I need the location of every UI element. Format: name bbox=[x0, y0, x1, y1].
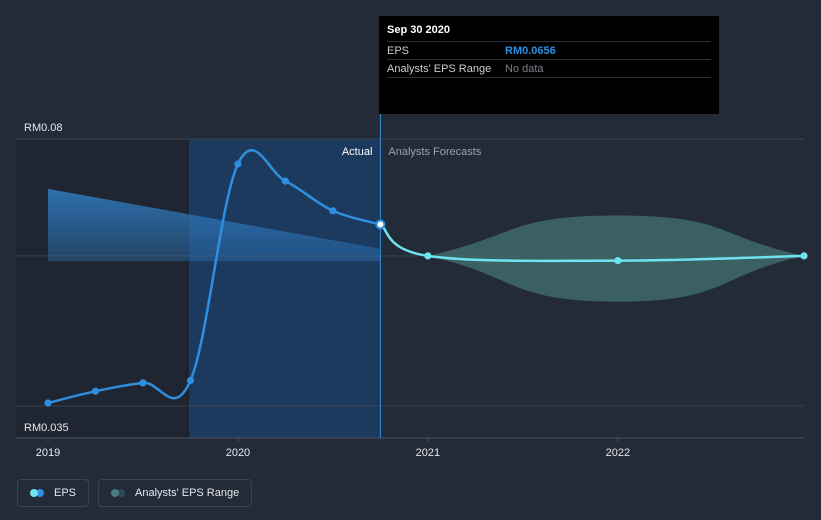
eps-actual-point bbox=[44, 399, 52, 407]
eps-actual-point bbox=[375, 219, 386, 230]
highlight-region bbox=[188, 139, 381, 438]
legend-eps-range-label: Analysts' EPS Range bbox=[135, 487, 240, 499]
eps-actual-point bbox=[186, 376, 195, 385]
legend-item-eps[interactable]: EPS bbox=[17, 479, 90, 507]
tooltip-row-range: Analysts' EPS Range No data bbox=[387, 59, 711, 77]
region-label-actual: Actual bbox=[342, 146, 373, 158]
legend-item-eps-range[interactable]: Analysts' EPS Range bbox=[98, 479, 253, 507]
eps-forecast-point bbox=[614, 257, 622, 265]
legend: EPS Analysts' EPS Range bbox=[17, 479, 253, 507]
x-tick-label: 2021 bbox=[416, 447, 440, 459]
tooltip-eps-value: RM0.0656 bbox=[505, 44, 556, 57]
eps-actual-point bbox=[139, 379, 147, 387]
eps-forecast-point bbox=[424, 252, 432, 260]
region-label-forecast: Analysts Forecasts bbox=[388, 146, 481, 158]
actual-eps-range-band bbox=[48, 188, 381, 262]
legend-eps-label: EPS bbox=[54, 487, 77, 499]
eps-range-legend-icon bbox=[111, 489, 127, 497]
x-tick-label: 2022 bbox=[606, 447, 630, 459]
eps-actual-point bbox=[281, 177, 290, 185]
tooltip-spacer bbox=[387, 77, 711, 100]
tooltip-range-label: Analysts' EPS Range bbox=[387, 62, 492, 75]
tooltip-range-value: No data bbox=[505, 62, 544, 75]
eps-legend-icon bbox=[30, 489, 46, 497]
eps-actual-point bbox=[234, 160, 242, 168]
eps-actual-line bbox=[46, 148, 382, 405]
eps-forecast-line bbox=[379, 223, 806, 263]
eps-actual-point bbox=[91, 387, 100, 395]
tooltip-row-eps: EPS RM0.0656 bbox=[387, 41, 711, 59]
eps-actual-point bbox=[329, 207, 337, 215]
x-tick-label: 2019 bbox=[36, 447, 60, 459]
tooltip-eps-label: EPS bbox=[387, 44, 410, 57]
y-label-bottom: RM0.035 bbox=[24, 422, 69, 434]
eps-forecast-point bbox=[800, 252, 808, 260]
tooltip-panel: Sep 30 2020 EPS RM0.0656 Analysts' EPS R… bbox=[379, 16, 719, 114]
tooltip-date: Sep 30 2020 bbox=[387, 24, 450, 36]
x-tick-label: 2020 bbox=[226, 447, 250, 459]
y-label-top: RM0.08 bbox=[24, 122, 63, 134]
